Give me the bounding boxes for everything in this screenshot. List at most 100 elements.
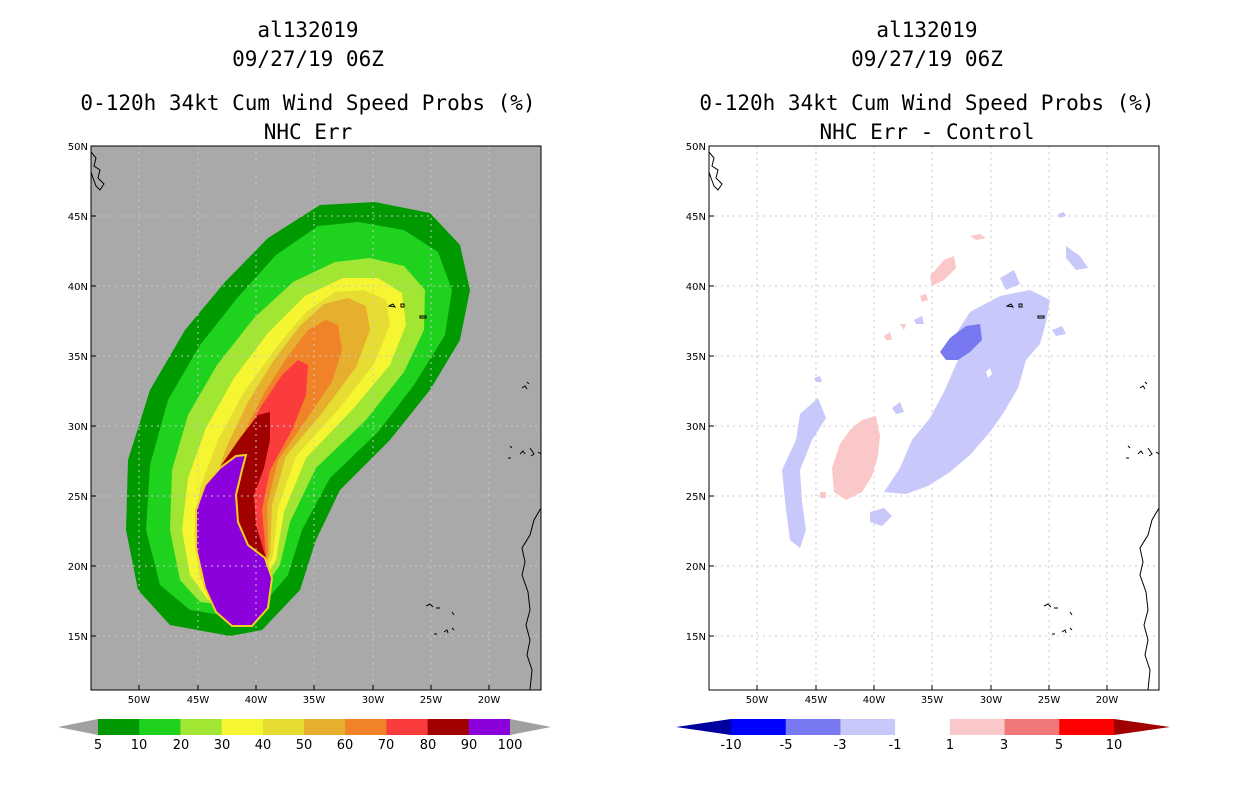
right-datetime: 09/27/19 06Z xyxy=(851,47,1003,71)
left-lon-labels: 50W 45W 40W 35W 30W 25W 20W xyxy=(128,695,501,706)
left-product-title: 0-120h 34kt Cum Wind Speed Probs (%) xyxy=(80,91,536,115)
left-colorbar-label: 10 xyxy=(131,738,148,753)
right-colorbar-label: -5 xyxy=(780,738,793,753)
lon-label: 25W xyxy=(1038,695,1061,706)
lat-label: 50N xyxy=(686,142,706,153)
right-colorbar: -10 -5 -3 -1 1 3 5 10 xyxy=(676,719,1170,753)
diff-neg-light-ne1 xyxy=(1066,246,1088,270)
lat-label: 15N xyxy=(686,632,706,643)
right-product-title: 0-120h 34kt Cum Wind Speed Probs (%) xyxy=(699,91,1155,115)
right-map-frame xyxy=(708,145,1160,691)
lat-label: 40N xyxy=(686,282,706,293)
lon-label: 35W xyxy=(303,695,326,706)
left-colorbar: 5 10 20 30 40 50 60 70 80 90 100 xyxy=(58,719,551,753)
right-colorbar-segments xyxy=(676,719,1170,735)
left-colorbar-label: 60 xyxy=(337,738,354,753)
left-colorbar-segments xyxy=(98,719,511,735)
right-colorbar-label: 1 xyxy=(946,738,954,753)
lon-label: 40W xyxy=(245,695,268,706)
left-colorbar-segment xyxy=(221,719,264,735)
left-colorbar-segment xyxy=(262,719,305,735)
diff-neg-medium xyxy=(940,324,982,360)
left-ticks xyxy=(91,215,490,690)
left-subtitle: NHC Err xyxy=(263,120,353,144)
lon-label: 45W xyxy=(187,695,210,706)
lat-label: 20N xyxy=(686,562,706,573)
left-map-frame xyxy=(90,145,542,691)
left-lat-labels: 50N 45N 40N 35N 30N 25N 20N 15N xyxy=(68,142,88,643)
right-colorbar-segment xyxy=(840,719,896,735)
left-colorbar-segment xyxy=(180,719,223,735)
lat-label: 40N xyxy=(68,282,88,293)
right-lat-labels: 50N 45N 40N 35N 30N 25N 20N 15N xyxy=(686,142,706,643)
diff-neg-light-west xyxy=(782,398,826,548)
diff-neutral-hole xyxy=(986,368,992,378)
right-colorbar-segment xyxy=(785,719,841,735)
lat-label: 45N xyxy=(686,212,706,223)
lat-label: 25N xyxy=(68,492,88,503)
lat-label: 35N xyxy=(68,352,88,363)
right-colorbar-segment xyxy=(895,719,951,735)
left-colorbar-segment xyxy=(468,719,511,735)
left-colorbar-high-arrow xyxy=(510,719,551,735)
left-colorbar-label: 80 xyxy=(420,738,437,753)
left-colorbar-label: 20 xyxy=(173,738,190,753)
lat-label: 35N xyxy=(686,352,706,363)
right-colorbar-label: 10 xyxy=(1106,738,1123,753)
right-difference-field xyxy=(782,212,1088,548)
left-colorbar-label: 50 xyxy=(296,738,313,753)
right-subtitle: NHC Err - Control xyxy=(819,120,1035,144)
left-datetime: 09/27/19 06Z xyxy=(232,47,384,71)
left-colorbar-low-arrow xyxy=(58,719,98,735)
lat-label: 20N xyxy=(68,562,88,573)
right-coastlines xyxy=(709,151,1159,690)
left-colorbar-label: 5 xyxy=(94,738,102,753)
right-colorbar-segment xyxy=(731,719,787,735)
right-colorbar-label: 3 xyxy=(1000,738,1008,753)
left-colorbar-segment xyxy=(304,719,346,735)
right-colorbar-segment xyxy=(949,719,1006,735)
lon-label: 20W xyxy=(478,695,501,706)
right-colorbar-label: -10 xyxy=(720,738,741,753)
left-colorbar-segment xyxy=(345,719,387,735)
left-grid xyxy=(91,146,541,690)
diff-neg-light-ne2 xyxy=(1000,270,1020,290)
lon-label: 20W xyxy=(1096,695,1119,706)
left-colorbar-label: 30 xyxy=(214,738,231,753)
lon-label: 35W xyxy=(921,695,944,706)
diff-pos-light-main xyxy=(832,416,880,500)
lon-label: 50W xyxy=(746,695,769,706)
lat-label: 30N xyxy=(686,422,706,433)
right-colorbar-label: 5 xyxy=(1055,738,1063,753)
right-colorbar-labels: -10 -5 -3 -1 1 3 5 10 xyxy=(720,738,1122,753)
left-colorbar-segment xyxy=(98,719,140,735)
left-colorbar-label: 100 xyxy=(498,738,523,753)
left-probability-field xyxy=(126,202,470,636)
right-colorbar-high-arrow xyxy=(1114,719,1170,735)
right-map: 50N 45N 40N 35N 30N 25N 20N 15N 50W 45W … xyxy=(686,142,1160,706)
right-storm-id: al132019 xyxy=(876,18,978,42)
lat-label: 15N xyxy=(68,632,88,643)
diff-neg-light-south xyxy=(870,508,892,526)
right-colorbar-segment xyxy=(1059,719,1115,735)
right-colorbar-label: -1 xyxy=(889,738,902,753)
left-colorbar-labels: 5 10 20 30 40 50 60 70 80 90 100 xyxy=(94,738,523,753)
lat-label: 50N xyxy=(68,142,88,153)
lat-label: 30N xyxy=(68,422,88,433)
right-colorbar-low-arrow xyxy=(676,719,731,735)
left-colorbar-segment xyxy=(386,719,429,735)
left-storm-id: al132019 xyxy=(257,18,359,42)
right-ticks xyxy=(709,215,1108,690)
right-colorbar-segment xyxy=(1004,719,1060,735)
lon-label: 50W xyxy=(128,695,151,706)
right-lon-labels: 50W 45W 40W 35W 30W 25W 20W xyxy=(746,695,1119,706)
lon-label: 40W xyxy=(863,695,886,706)
left-colorbar-segment xyxy=(427,719,470,735)
lon-label: 30W xyxy=(980,695,1003,706)
lat-label: 45N xyxy=(68,212,88,223)
left-colorbar-label: 70 xyxy=(378,738,395,753)
left-colorbar-label: 90 xyxy=(461,738,478,753)
diff-pos-light-north xyxy=(930,256,956,286)
lat-label: 25N xyxy=(686,492,706,503)
